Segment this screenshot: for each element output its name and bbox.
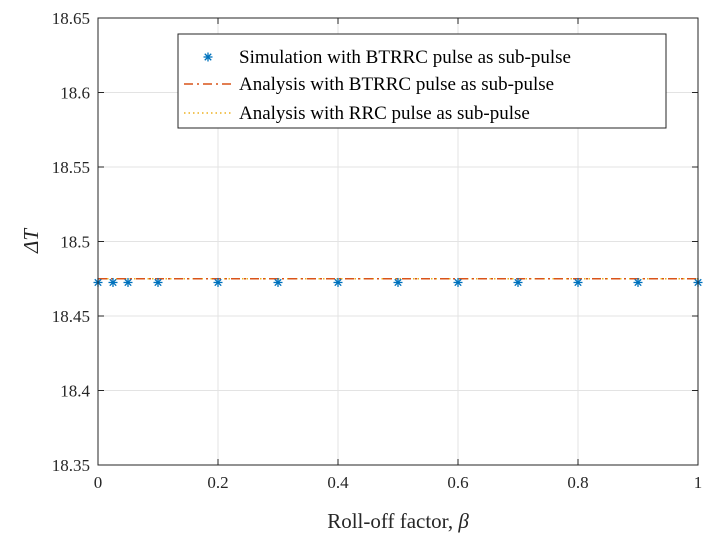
x-axis-label-text: Roll-off factor,: [327, 509, 458, 533]
simulation-point: [453, 277, 463, 287]
legend-entry-label: Analysis with RRC pulse as sub-pulse: [239, 103, 530, 124]
x-tick-label: 0.2: [207, 473, 228, 492]
x-tick-label: 0.8: [567, 473, 588, 492]
y-tick-label: 18.45: [52, 307, 90, 326]
y-tick-label: 18.6: [60, 84, 90, 103]
legend-entry-label: Analysis with BTRRC pulse as sub-pulse: [239, 74, 554, 95]
legend: Simulation with BTRRC pulse as sub-pulse…: [177, 33, 667, 129]
simulation-point: [108, 277, 118, 287]
simulation-point: [633, 277, 643, 287]
x-tick-label: 0: [94, 473, 103, 492]
y-tick-label: 18.4: [60, 382, 90, 401]
x-axis-label: Roll-off factor, β: [327, 509, 469, 533]
y-tick-label: 18.35: [52, 456, 90, 475]
y-axis-label: ΔT: [19, 228, 43, 254]
simulation-point: [333, 277, 343, 287]
simulation-point: [513, 277, 523, 287]
y-tick-label: 18.5: [60, 233, 90, 252]
ticks: 0 0.2 0.4 0.6 0.8 1 18.35 18.4 18.45 18.5 18.55 18.…: [52, 9, 703, 492]
simulation-point: [213, 277, 223, 287]
simulation-point: [123, 277, 133, 287]
axis-labels: Roll-off factor, β ΔT: [19, 228, 469, 533]
y-tick-label: 18.55: [52, 158, 90, 177]
x-axis-label-symbol: β: [457, 509, 469, 533]
x-tick-label: 0.6: [447, 473, 468, 492]
legend-marker-simulation: [203, 52, 213, 62]
simulation-point: [273, 277, 283, 287]
simulation-point: [153, 277, 163, 287]
simulation-point: [573, 277, 583, 287]
series-layer: [93, 277, 703, 287]
x-tick-label: 0.4: [327, 473, 349, 492]
y-tick-label: 18.65: [52, 9, 90, 28]
legend-box: [177, 33, 667, 129]
legend-entry-label: Simulation with BTRRC pulse as sub-pulse: [239, 47, 571, 68]
x-tick-label: 1: [694, 473, 703, 492]
simulation-point: [393, 277, 403, 287]
